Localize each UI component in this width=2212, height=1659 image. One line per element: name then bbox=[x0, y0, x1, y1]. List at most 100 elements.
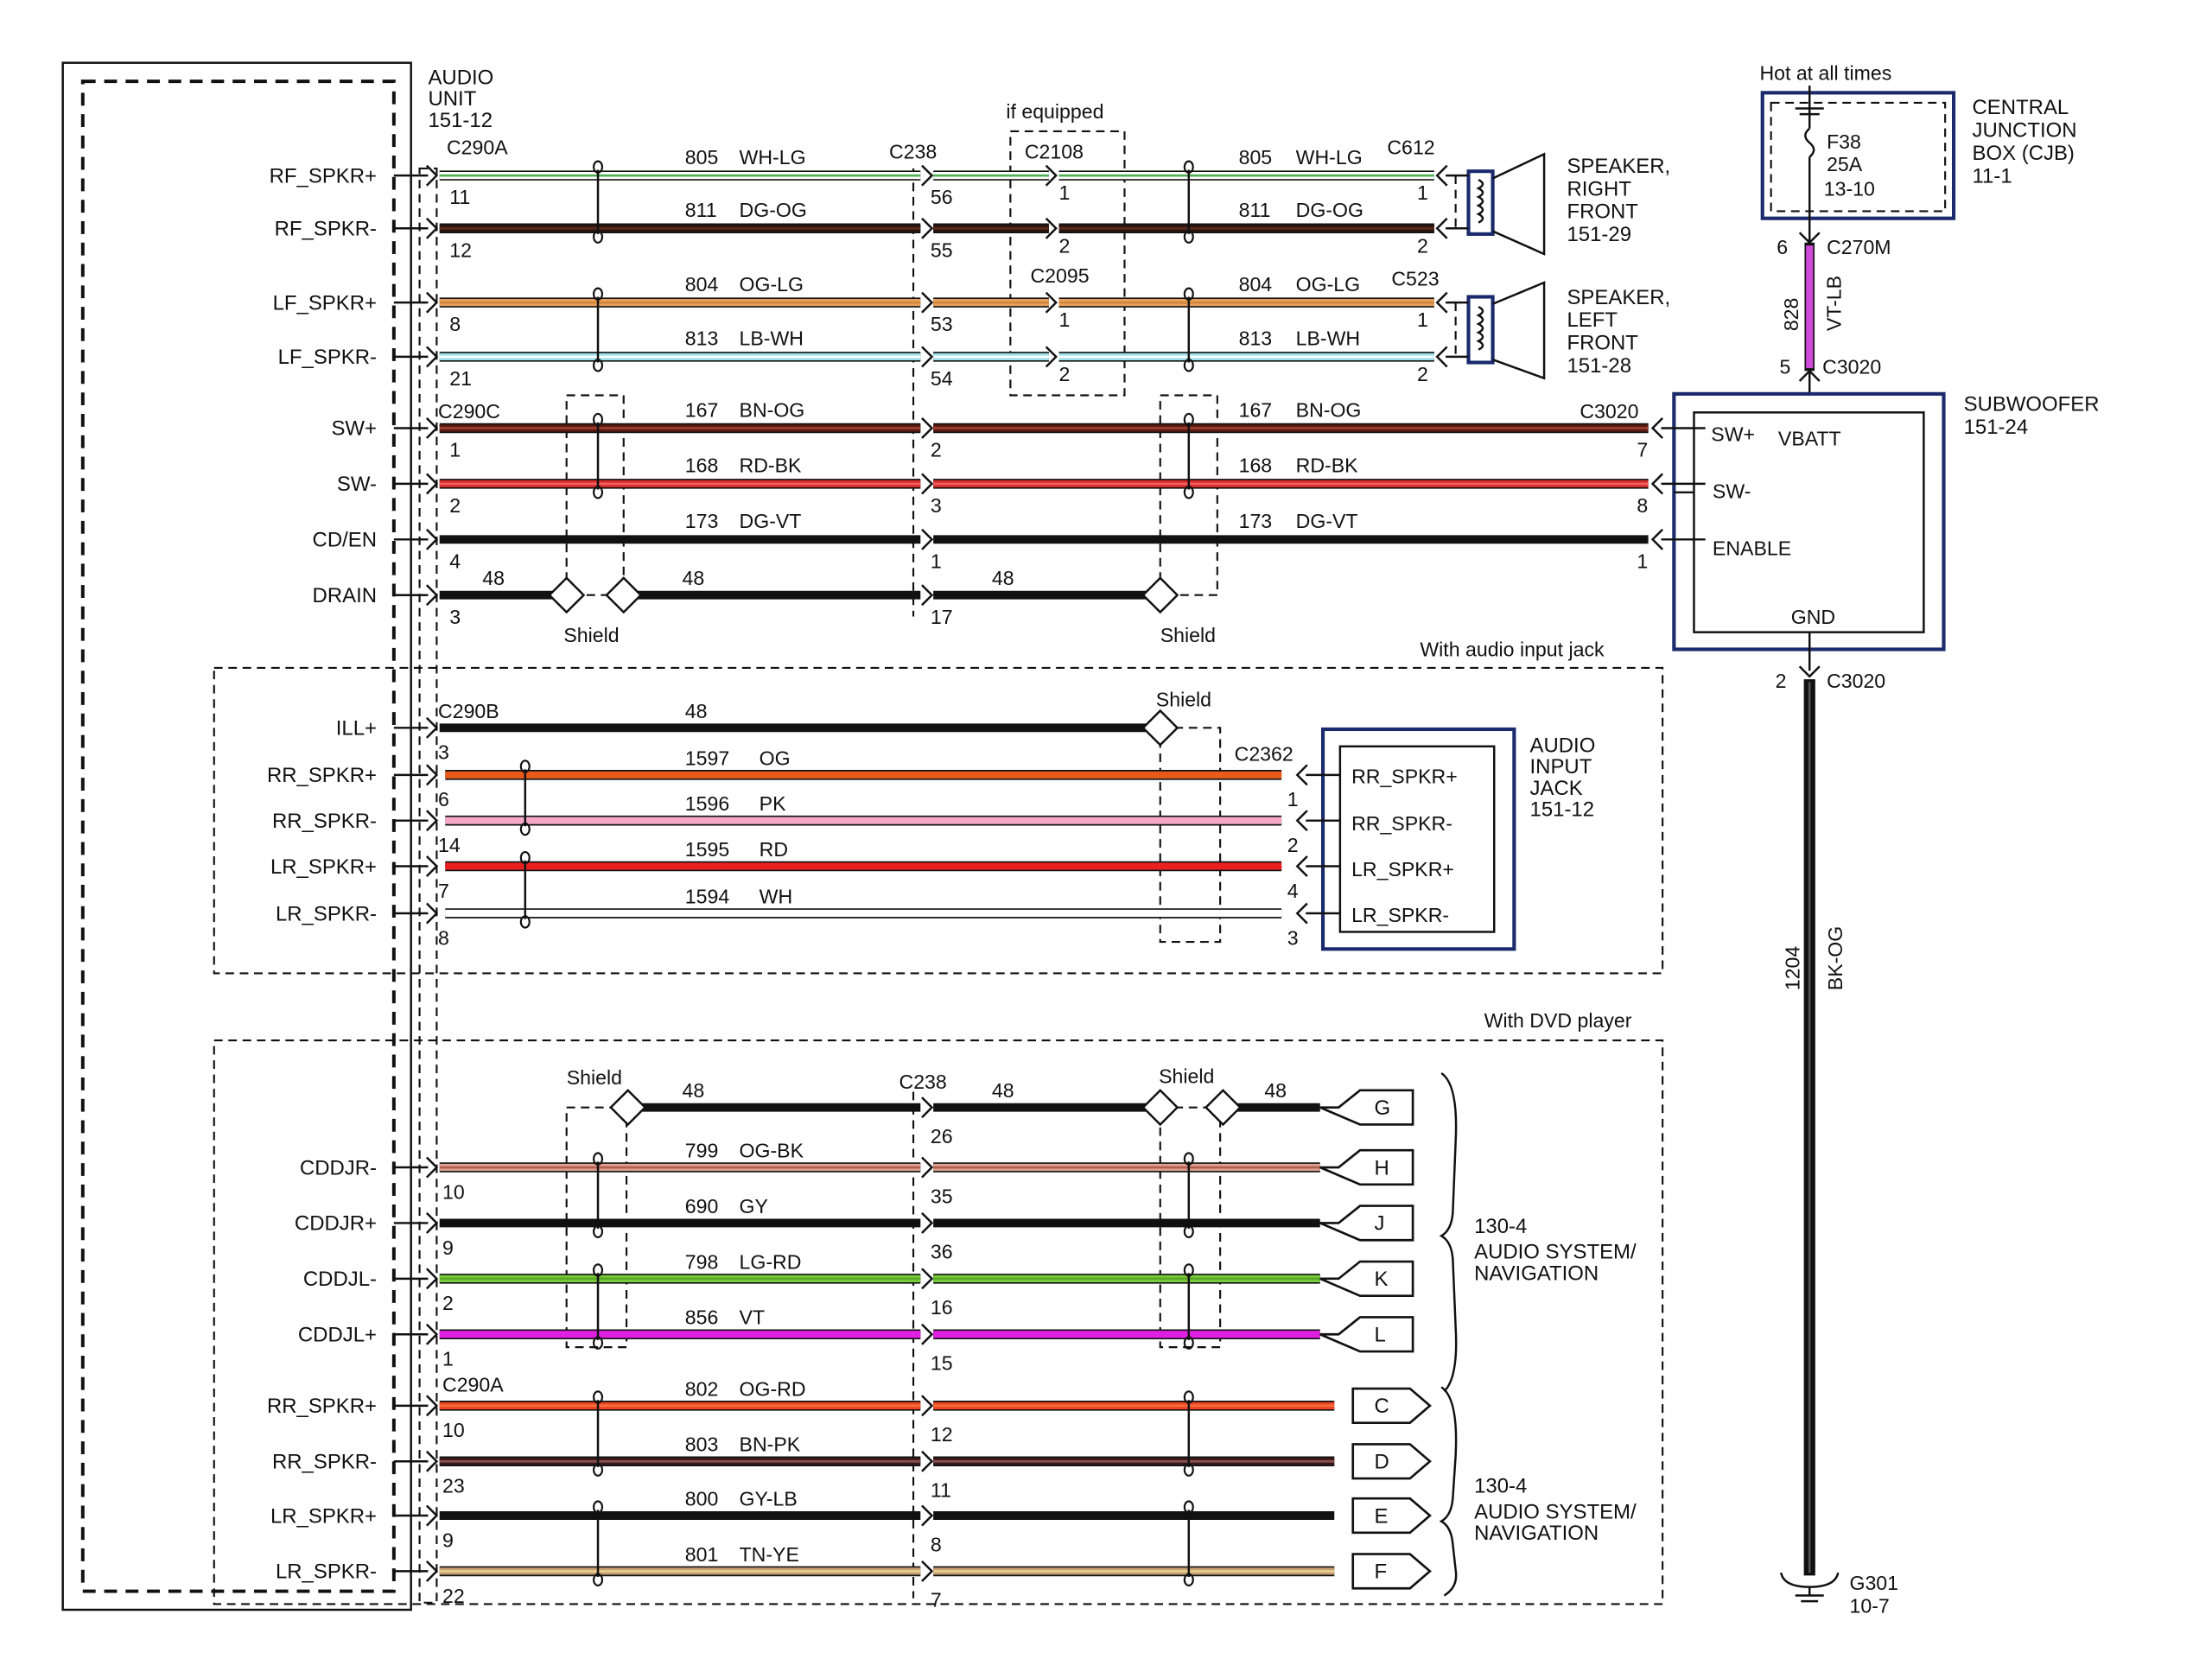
cjb-title: CENTRAL bbox=[1973, 96, 2069, 119]
pin-number: 2 bbox=[449, 494, 461, 517]
audio-unit-pin-name: LR_SPKR+ bbox=[270, 855, 377, 879]
wire-circuit: 813 bbox=[1239, 327, 1273, 350]
shield-label: Shield bbox=[567, 1066, 622, 1089]
wire-circuit: 813 bbox=[685, 327, 719, 350]
twisted-pair-icon bbox=[592, 1224, 604, 1239]
pin-number: 8 bbox=[449, 313, 461, 335]
twisted-pair-icon bbox=[1183, 1263, 1194, 1277]
audio-input-jack-title: JACK bbox=[1530, 777, 1583, 800]
audio-jack-option-box bbox=[213, 666, 1664, 975]
terminal-letter: E bbox=[1375, 1504, 1389, 1528]
connector-label: C290C bbox=[438, 400, 500, 423]
jack-pin-label: LR_SPKR+ bbox=[1351, 858, 1454, 880]
twisted-pair-icon bbox=[1183, 1463, 1194, 1477]
pin-number: 3 bbox=[438, 741, 449, 764]
connector-label: C290A bbox=[442, 1373, 504, 1395]
wire-circuit: 811 bbox=[1239, 199, 1271, 221]
wire-color-code: RD-BK bbox=[1296, 454, 1358, 477]
terminal-d: D bbox=[1351, 1443, 1432, 1480]
connector-chevron-icon bbox=[425, 346, 439, 368]
terminal-shape bbox=[1351, 1387, 1432, 1424]
twisted-pair-icon bbox=[1183, 1224, 1194, 1239]
audio-unit-pin-name: LF_SPKR- bbox=[278, 346, 377, 369]
twisted-pair-icon bbox=[519, 850, 531, 865]
audio-system-ref: 130-4 bbox=[1474, 1475, 1527, 1498]
shield-label: Shield bbox=[1156, 689, 1211, 711]
note-with-dvd-player: With DVD player bbox=[1484, 1009, 1632, 1032]
pin-number: 54 bbox=[931, 367, 953, 390]
connector-chevron-icon bbox=[1650, 528, 1664, 550]
pin-number: 1 bbox=[931, 550, 942, 572]
pin-number: 11 bbox=[449, 186, 470, 208]
audio-unit-pin-name: LR_SPKR+ bbox=[270, 1504, 377, 1528]
terminal-letter: L bbox=[1375, 1324, 1386, 1347]
wire-circuit: 48 bbox=[685, 700, 708, 722]
shield-splice-icon bbox=[1141, 1089, 1179, 1127]
cjb-inner bbox=[1770, 101, 1947, 213]
shield-outline bbox=[1159, 394, 1218, 596]
wire-circuit: 48 bbox=[992, 567, 1014, 589]
subwoofer-pin: GND bbox=[1791, 606, 1835, 628]
wire-circuit: 1594 bbox=[685, 885, 730, 907]
connector-chevron-icon bbox=[425, 1323, 439, 1345]
wire-color-code: VT bbox=[740, 1306, 766, 1329]
connector-chevron-icon bbox=[425, 764, 439, 786]
connector-chevron-icon bbox=[921, 1323, 934, 1345]
wire-color-code: LB-WH bbox=[740, 327, 804, 350]
connector-chevron-icon bbox=[921, 528, 934, 550]
subwoofer-pin: SW+ bbox=[1711, 423, 1755, 445]
connector-chevron-icon bbox=[425, 417, 439, 439]
pin-number: 2 bbox=[1417, 234, 1428, 257]
wire-circuit: 173 bbox=[1239, 510, 1273, 532]
connector-chevron-icon bbox=[425, 1211, 439, 1234]
jack-pin-label: LR_SPKR- bbox=[1351, 904, 1449, 926]
cjb-ref: 11-1 bbox=[1973, 164, 2012, 188]
connector-label: C612 bbox=[1387, 136, 1434, 158]
audio-unit-pin-name: RR_SPKR- bbox=[272, 1451, 377, 1474]
connector-chevron-icon bbox=[425, 810, 439, 832]
twisted-pair-icon bbox=[592, 1573, 604, 1587]
connector-chevron-icon bbox=[425, 855, 439, 877]
wire-circuit: 48 bbox=[682, 1079, 704, 1102]
terminal-shape bbox=[1319, 1205, 1414, 1242]
pin-number: 4 bbox=[449, 550, 461, 572]
ground-ref: 10-7 bbox=[1849, 1594, 1889, 1617]
terminal-letter: K bbox=[1375, 1268, 1389, 1291]
speaker-title: SPEAKER, bbox=[1567, 155, 1670, 178]
audio-unit-pin-name: SW+ bbox=[331, 417, 377, 441]
audio-unit-ref: 151-12 bbox=[428, 109, 493, 132]
connector-outline bbox=[418, 167, 438, 1604]
pin-number: 23 bbox=[442, 1475, 465, 1497]
speaker-title: RIGHT bbox=[1567, 177, 1631, 200]
pin-number: 1 bbox=[1287, 788, 1299, 810]
speaker-title: SPEAKER, bbox=[1567, 286, 1670, 309]
audio-unit-title: UNIT bbox=[428, 87, 476, 111]
connector-label: C3020 bbox=[1580, 400, 1638, 423]
note-with-audio-input-jack: With audio input jack bbox=[1420, 639, 1605, 661]
wire-color-code: OG-RD bbox=[740, 1377, 806, 1400]
pin-number: 8 bbox=[438, 926, 449, 949]
shield-splice-icon bbox=[1141, 709, 1179, 747]
audio-unit-pin-name: RR_SPKR+ bbox=[267, 764, 377, 787]
terminal-letter: J bbox=[1375, 1212, 1385, 1236]
connector-chevron-icon bbox=[425, 902, 439, 925]
wire-circuit: 804 bbox=[685, 273, 719, 296]
twisted-pair-icon bbox=[1183, 1152, 1194, 1166]
pin-number: 15 bbox=[931, 1352, 953, 1375]
wire-circuit: 167 bbox=[1239, 398, 1273, 421]
subwoofer-pin: VBATT bbox=[1778, 427, 1841, 449]
connector-label: C290A bbox=[447, 136, 508, 158]
wire-circuit: 173 bbox=[685, 510, 719, 532]
audio-unit-pin-name: CDDJR+ bbox=[295, 1212, 377, 1236]
pin-number: 6 bbox=[438, 788, 449, 810]
shield-splice-icon bbox=[1204, 1089, 1243, 1127]
shield-splice-icon bbox=[609, 1089, 647, 1127]
wire-circuit: 805 bbox=[685, 146, 719, 168]
connector-chevron-icon bbox=[1045, 291, 1058, 314]
wire-circuit: 168 bbox=[1239, 454, 1273, 477]
wire-circuit: 1595 bbox=[685, 838, 729, 861]
connector-chevron-icon bbox=[425, 164, 439, 187]
wire-color-code: RD-BK bbox=[740, 454, 802, 477]
pin-number: 6 bbox=[1777, 236, 1788, 258]
